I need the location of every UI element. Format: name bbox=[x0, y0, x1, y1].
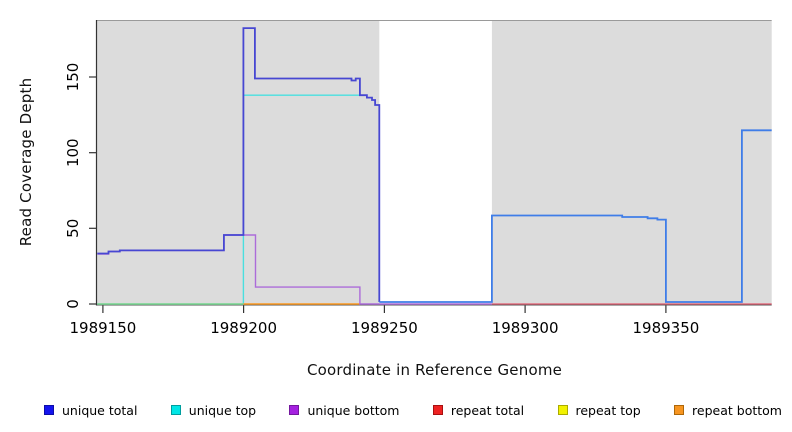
legend-swatch-icon bbox=[674, 405, 685, 415]
legend-item-repeat-bottom: repeat bottom bbox=[674, 403, 782, 418]
legend-item-label: unique top bbox=[188, 402, 257, 418]
x-tick-label: 1989250 bbox=[351, 319, 418, 337]
x-tick-label: 1989200 bbox=[210, 319, 277, 337]
legend-item-unique-bottom: unique bottom bbox=[289, 402, 400, 418]
legend-swatch-icon bbox=[44, 405, 54, 415]
x-axis-title: Coordinate in Reference Genome bbox=[306, 361, 563, 379]
series-unique-total bbox=[379, 129, 772, 303]
legend-item-label: unique bottom bbox=[307, 402, 400, 418]
x-tick-label: 1989150 bbox=[69, 319, 136, 337]
legend-item-label: unique total bbox=[62, 402, 138, 418]
legend-item-unique-total: unique total bbox=[44, 403, 137, 418]
coverage-gap-band bbox=[379, 21, 492, 304]
legend: unique total unique top unique bottom repea… bbox=[44, 399, 782, 421]
legend-swatch-icon bbox=[289, 405, 300, 415]
series-unique-total bbox=[97, 27, 381, 302]
legend-item-label: repeat top bbox=[575, 402, 641, 418]
coverage-plot-canvas: 1989150 1989200 1989250 1989300 1989350 0 50 10… bbox=[64, 20, 772, 337]
legend-item-repeat-top: repeat top bbox=[557, 402, 641, 418]
y-tick-label: 0 bbox=[64, 299, 82, 309]
legend-item-label: repeat bottom bbox=[692, 402, 782, 418]
legend-item-label: repeat total bbox=[450, 402, 525, 418]
x-tick-label: 1989300 bbox=[492, 319, 559, 337]
legend-swatch-icon bbox=[432, 405, 443, 415]
y-tick-label: 100 bbox=[64, 138, 82, 167]
legend-swatch-icon bbox=[557, 405, 568, 415]
x-tick-label: 1989350 bbox=[632, 319, 699, 337]
legend-item-unique-top: unique top bbox=[170, 402, 257, 418]
y-tick-label: 150 bbox=[64, 63, 82, 92]
y-axis-title: Read Coverage Depth bbox=[17, 77, 35, 247]
y-tick-label: 50 bbox=[64, 219, 82, 238]
legend-item-repeat-total: repeat total bbox=[432, 402, 525, 418]
legend-swatch-icon bbox=[170, 405, 181, 415]
